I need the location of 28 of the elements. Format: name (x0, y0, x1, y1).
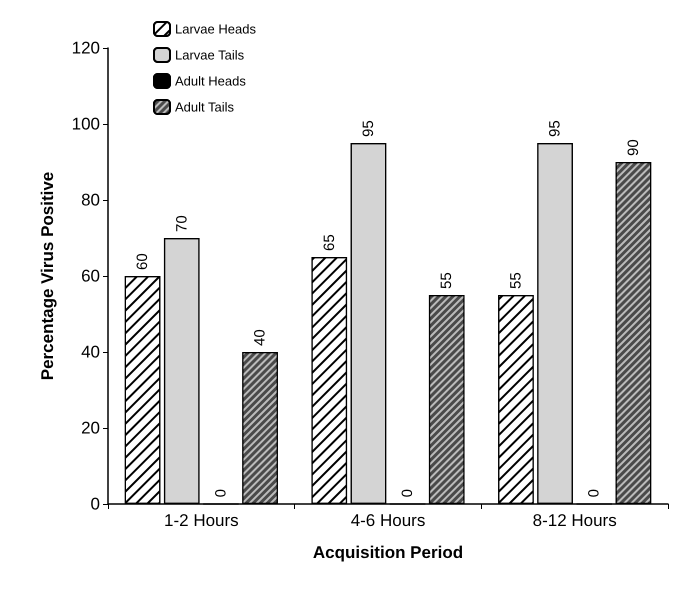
data-label: 0 (212, 489, 230, 498)
data-label: 90 (624, 139, 642, 156)
y-axis-title: Percentage Virus Positive (38, 172, 57, 380)
data-label: 0 (399, 489, 416, 498)
y-tick-label: 20 (81, 418, 100, 438)
legend-label: Larvae Tails (175, 48, 245, 62)
y-tick-label: 120 (72, 38, 100, 58)
data-label: 0 (586, 489, 603, 498)
x-tick-label: 8-12 Hours (532, 511, 617, 530)
legend-label: Adult Tails (175, 100, 235, 114)
y-tick-label: 60 (81, 266, 100, 286)
data-label: 55 (507, 272, 524, 289)
legend-label: Adult Heads (175, 74, 246, 88)
x-tick-label: 4-6 Hours (350, 511, 426, 530)
data-label: 70 (173, 215, 190, 232)
data-label: 95 (546, 120, 564, 137)
y-tick-label: 40 (81, 342, 100, 362)
x-axis-title: Acquisition Period (312, 543, 464, 562)
data-label: 55 (438, 272, 456, 289)
data-label: 40 (252, 329, 269, 346)
data-label: 95 (360, 120, 377, 137)
y-tick-label: 100 (72, 114, 100, 134)
data-label: 60 (134, 253, 152, 270)
y-tick-label: 80 (81, 190, 100, 210)
legend-label: Larvae Heads (175, 22, 256, 36)
data-label: 65 (320, 234, 338, 251)
x-tick-label: 1-2 Hours (164, 511, 239, 530)
y-tick-label: 0 (90, 494, 100, 514)
